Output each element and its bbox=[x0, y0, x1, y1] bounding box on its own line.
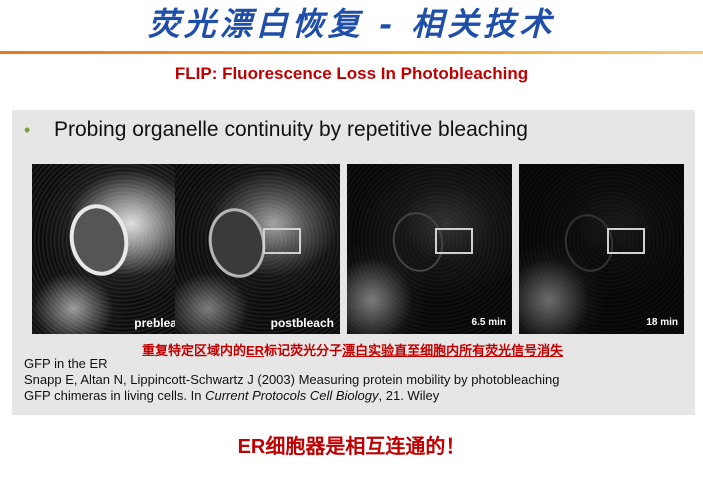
caption-er-underlined: ER bbox=[246, 343, 265, 358]
micrograph-18-min: 18 min bbox=[519, 164, 684, 334]
micrograph-postbleach: postbleach bbox=[175, 164, 340, 334]
slide-title: 荧光漂白恢复 - 相关技术 bbox=[147, 5, 556, 43]
reference-line-2: GFP chimeras in living cells. In Current… bbox=[24, 388, 684, 404]
reference-line-1: Snapp E, Altan N, Lippincott-Schwartz J … bbox=[24, 372, 560, 387]
image-label: 18 min bbox=[646, 317, 678, 328]
caption-middle: 标记荧光分子 bbox=[264, 343, 343, 358]
caption-prefix: 重复特定区域内的 bbox=[142, 343, 247, 358]
bullet-icon: • bbox=[24, 120, 31, 140]
bleach-region bbox=[263, 228, 301, 254]
figure-reference: GFP in the ER Snapp E, Altan N, Lippinco… bbox=[24, 356, 684, 404]
bullet-text: Probing organelle continuity by repetiti… bbox=[54, 118, 528, 141]
reference-journal: Current Protocols Cell Biology bbox=[205, 388, 379, 403]
cell-fluorescence bbox=[347, 164, 512, 334]
micrograph-6-5-min: 6.5 min bbox=[347, 164, 512, 334]
micrograph-prebleach: prebleach bbox=[32, 164, 197, 334]
image-label: postbleach bbox=[270, 316, 334, 330]
image-label: 6.5 min bbox=[471, 317, 506, 328]
chinese-caption: 重复特定区域内的ER标记荧光分子漂白实验直至细胞内所有荧光信号消失 bbox=[142, 343, 563, 359]
bleach-region bbox=[607, 228, 645, 254]
conclusion-text: ER细胞器是相互连通的！ bbox=[237, 436, 466, 458]
figure-panel: • Probing organelle continuity by repeti… bbox=[12, 110, 695, 415]
cell-fluorescence bbox=[519, 164, 684, 334]
bleach-region bbox=[435, 228, 473, 254]
caption-suffix: 漂白实验直至细胞内所有荧光信号消失 bbox=[342, 343, 564, 358]
title-divider bbox=[0, 51, 703, 54]
reference-line-2-end: , 21. Wiley bbox=[378, 388, 440, 403]
figure-label: GFP in the ER bbox=[24, 356, 108, 371]
reference-line-2-start: GFP chimeras in living cells. In bbox=[24, 388, 206, 403]
slide-subtitle: FLIP: Fluorescence Loss In Photobleachin… bbox=[174, 64, 529, 83]
